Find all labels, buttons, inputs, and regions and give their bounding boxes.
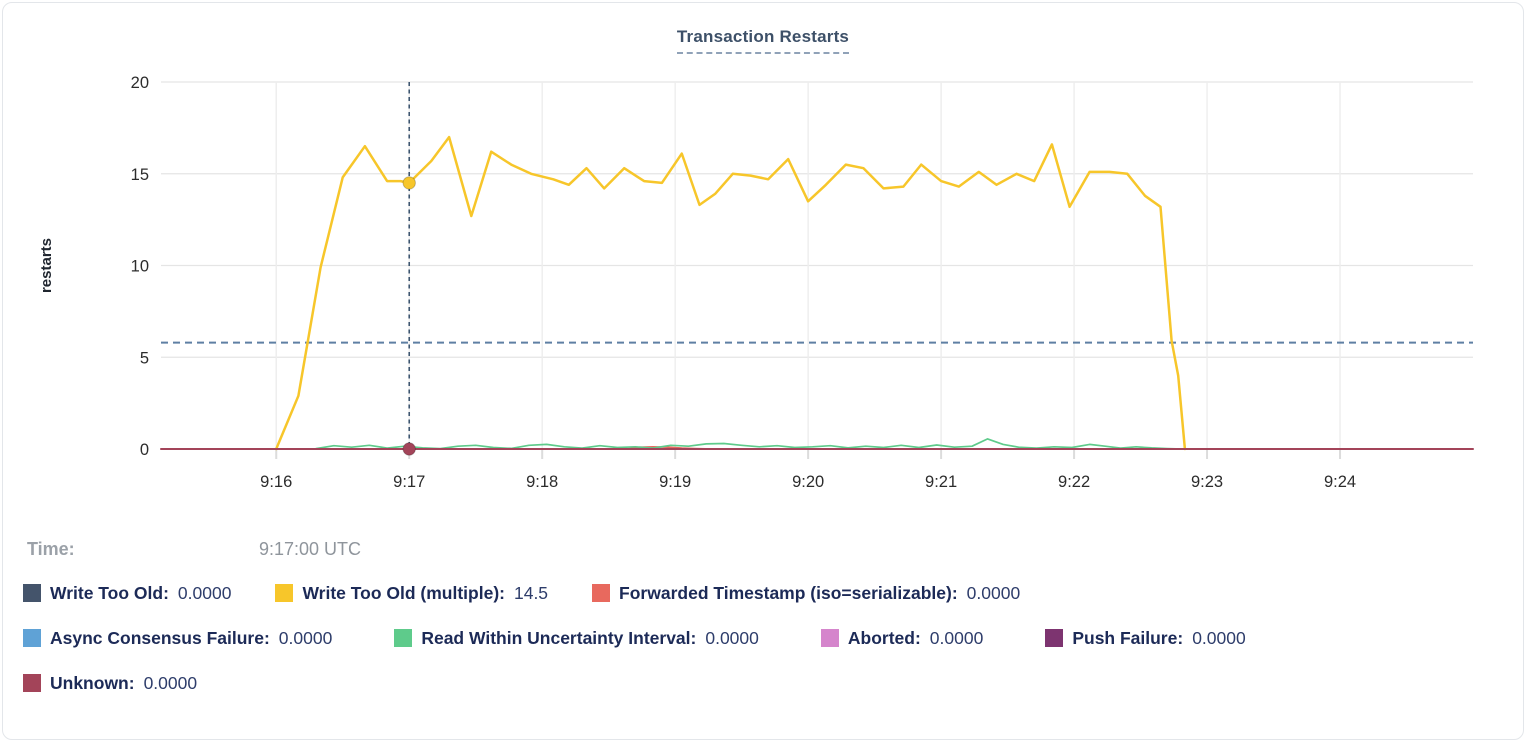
chart-header: Transaction Restarts xyxy=(3,27,1523,61)
legend-label: Write Too Old: xyxy=(50,583,169,603)
y-axis-tick-labels: 0 5 10 15 20 xyxy=(131,74,149,459)
x-axis-tick-labels: 9:16 9:17 9:18 9:19 9:20 9:21 9:22 9:23 9:24 xyxy=(260,473,1356,491)
legend-label: Async Consensus Failure: xyxy=(50,628,270,648)
legend-label: Read Within Uncertainty Interval: xyxy=(421,628,697,648)
legend-item-push-failure: Push Failure: 0.0000 xyxy=(1045,626,1246,650)
legend-row: Async Consensus Failure: 0.0000 Read Withi… xyxy=(23,626,1523,650)
hover-dot-unknown xyxy=(402,442,416,456)
hover-time-value: 9:17:00 UTC xyxy=(259,539,362,559)
x-tick-label: 9:24 xyxy=(1324,473,1356,491)
legend-value: 14.5 xyxy=(513,583,549,603)
y-tick-label: 0 xyxy=(140,441,149,459)
legend-item-unknown: Unknown: 0.0000 xyxy=(23,671,197,695)
x-tick-label: 9:22 xyxy=(1058,473,1090,491)
chart-title[interactable]: Transaction Restarts xyxy=(676,27,850,54)
hover-time-row: Time: 9:17:00 UTC xyxy=(27,537,1523,561)
y-tick-label: 20 xyxy=(131,74,149,92)
legend-label: Write Too Old (multiple): xyxy=(302,583,505,603)
chart-legend: Write Too Old: 0.0000 Write Too Old (multi… xyxy=(23,581,1523,695)
x-tick-label: 9:23 xyxy=(1191,473,1223,491)
transaction-restarts-chart[interactable]: 9:16 9:17 9:18 9:19 9:20 9:21 9:22 9:23 9:24 0 5 10… xyxy=(3,61,1524,509)
y-tick-label: 5 xyxy=(140,349,149,367)
y-axis-label: restarts xyxy=(38,238,55,293)
legend-row: Unknown: 0.0000 xyxy=(23,671,1523,695)
x-tick-label: 9:21 xyxy=(925,473,957,491)
legend-label: Push Failure: xyxy=(1072,628,1184,648)
legend-row: Write Too Old: 0.0000 Write Too Old (multi… xyxy=(23,581,1523,605)
legend-swatch-async-consensus-failure xyxy=(23,629,41,647)
legend-label: Unknown: xyxy=(50,673,135,693)
legend-swatch-forwarded-timestamp-iso-serializable xyxy=(592,584,611,602)
legend-swatch-unknown xyxy=(23,674,41,692)
legend-item-aborted: Aborted: 0.0000 xyxy=(820,626,984,650)
legend-item-write-too-old-multiple: Write Too Old (multiple): 14.5 xyxy=(275,581,548,605)
legend-swatch-write-too-old-multiple xyxy=(275,584,294,602)
legend-value: 0.0000 xyxy=(143,673,198,693)
legend-item-write-too-old: Write Too Old: 0.0000 xyxy=(23,581,231,605)
x-tick-label: 9:19 xyxy=(659,473,691,491)
legend-swatch-write-too-old xyxy=(23,584,41,602)
x-tick-label: 9:18 xyxy=(526,473,558,491)
legend-value: 0.0000 xyxy=(966,583,1021,603)
legend-value: 0.0000 xyxy=(929,628,984,648)
legend-value: 0.0000 xyxy=(1192,628,1246,648)
legend-item-async-consensus-failure: Async Consensus Failure: 0.0000 xyxy=(23,626,332,650)
legend-swatch-aborted xyxy=(820,629,839,647)
legend-value: 0.0000 xyxy=(705,628,759,648)
legend-value: 0.0000 xyxy=(177,583,232,603)
legend-label: Aborted: xyxy=(847,628,921,648)
x-tick-label: 9:17 xyxy=(393,473,425,491)
hover-time-label: Time: xyxy=(27,539,75,559)
hover-dot-write-too-old-multiple xyxy=(402,176,416,190)
legend-swatch-push-failure xyxy=(1045,629,1064,647)
y-tick-label: 10 xyxy=(131,258,149,276)
gridlines xyxy=(161,81,1473,459)
legend-swatch-read-within-uncertainty-interval xyxy=(394,629,413,647)
series-line-read-within-uncertainty-interval xyxy=(315,438,1182,450)
series-line-write-too-old-multiple xyxy=(274,135,1187,451)
y-tick-label: 15 xyxy=(131,166,149,184)
legend-item-forwarded-timestamp-iso-serializable: Forwarded Timestamp (iso=serializable): 0… xyxy=(592,581,1020,605)
legend-value: 0.0000 xyxy=(278,628,333,648)
legend-label: Forwarded Timestamp (iso=serializable): xyxy=(619,583,958,603)
x-tick-label: 9:16 xyxy=(260,473,292,491)
x-tick-label: 9:20 xyxy=(792,473,824,491)
legend-item-read-within-uncertainty-interval: Read Within Uncertainty Interval: 0.0000 xyxy=(394,626,759,650)
